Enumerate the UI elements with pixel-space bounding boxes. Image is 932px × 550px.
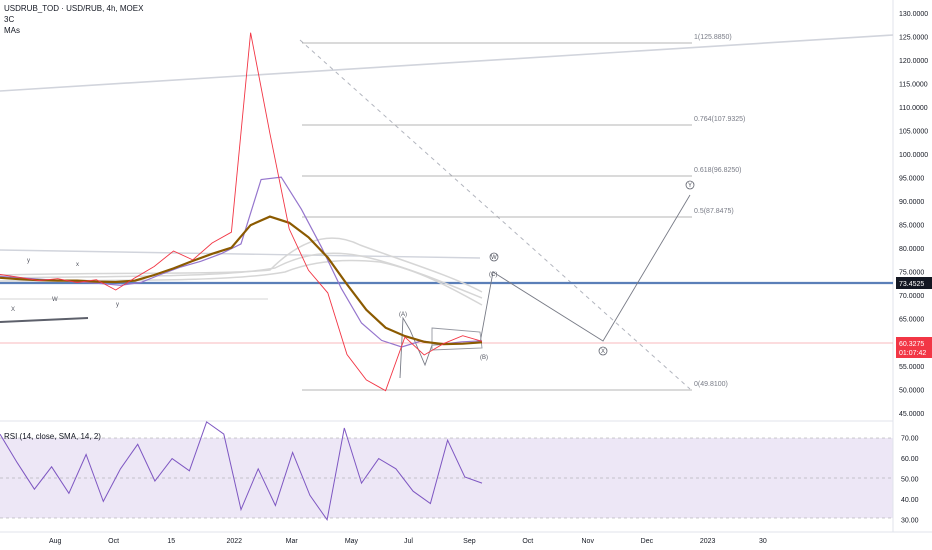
price-tick-label: 85.0000 <box>899 223 924 230</box>
price-tag-bg <box>896 337 932 358</box>
rsi-tick-label: 70.00 <box>901 436 919 443</box>
wave-label-y-left: y <box>27 258 30 264</box>
fib-label-0618: 0.618(96.8250) <box>694 167 741 174</box>
rsi-tick-label: 40.00 <box>901 497 919 504</box>
price-series <box>0 32 483 392</box>
price-tick-label: 95.0000 <box>899 176 924 183</box>
ma-brown-line <box>0 215 483 346</box>
time-tick-label: 2022 <box>227 538 243 545</box>
time-tick-label: Oct <box>108 538 119 545</box>
price-tick-label: 80.0000 <box>899 246 924 253</box>
time-tick-label: Jul <box>404 538 413 545</box>
rsi-tick-label: 30.00 <box>901 517 919 524</box>
time-tick-label: 30 <box>759 538 767 545</box>
wave-label-w: W <box>491 255 497 261</box>
price-tick-label: 90.0000 <box>899 199 924 206</box>
price-tick-label: 110.0000 <box>899 105 928 112</box>
price-tick-label: 105.0000 <box>899 129 928 136</box>
fib-label-0764: 0.764(107.9325) <box>694 116 745 123</box>
price-tick-label: 130.0000 <box>899 11 928 18</box>
dark-support-line <box>0 317 89 323</box>
price-tick-label: 70.0000 <box>899 293 924 300</box>
price-tick-label: 115.0000 <box>899 81 928 88</box>
wave-label-a: (A) <box>399 312 407 318</box>
price-tick-label: 120.0000 <box>899 58 928 65</box>
time-tick-label: 2023 <box>700 538 716 545</box>
wave-label-b: (B) <box>480 355 488 361</box>
price-axis[interactable]: 130.0000 125.0000 120.0000 115.0000 110.0000… <box>899 11 928 418</box>
ma-grey-line <box>0 237 483 293</box>
wave-marker-y <box>685 180 695 190</box>
fib-label-0: 0(49.8100) <box>694 381 728 388</box>
time-tick-label: Sep <box>463 538 476 545</box>
long-trendline <box>0 34 894 92</box>
countdown-tag: 01:07:42 <box>899 350 926 357</box>
time-axis[interactable]: Aug Oct 15 2022 Mar May Jul Sep Oct Nov Dec 2023 30 <box>49 538 767 545</box>
wave-label-y-mid: y <box>116 302 119 308</box>
wave-label-x: X <box>601 349 605 355</box>
time-tick-label: Nov <box>582 538 595 545</box>
fib-retracement: 1(125.8850) 0.764(107.9325) 0.618(96.825… <box>302 34 745 391</box>
price-tick-label: 45.0000 <box>899 411 924 418</box>
rsi-legend[interactable]: RSI (14, close, SMA, 14, 2) <box>4 432 101 441</box>
time-tick-label: Dec <box>641 538 654 545</box>
price-tick-label: 55.0000 <box>899 364 924 371</box>
wave-label-x-left: X <box>11 307 15 313</box>
wave-marker-w <box>489 252 499 262</box>
price-tick-label: 100.0000 <box>899 152 928 159</box>
time-tick-label: Oct <box>522 538 533 545</box>
level-tag: 73.4525 <box>899 281 924 288</box>
time-tick-label: 15 <box>167 538 175 545</box>
indicator-label-3c[interactable]: 3C <box>4 15 15 24</box>
fib-label-05: 0.5(87.8475) <box>694 208 734 215</box>
last-price-tag: 60.3275 <box>899 341 924 348</box>
wave-label-x-top: x <box>76 262 79 268</box>
price-tick-label: 125.0000 <box>899 34 928 41</box>
price-tick-label: 75.0000 <box>899 270 924 277</box>
wave-label-y: Y <box>688 183 692 189</box>
indicator-label-mas[interactable]: MAs <box>4 26 20 35</box>
chart-title: USDRUB_TOD · USD/RUB, 4h, MOEX <box>4 4 144 13</box>
rsi-tick-label: 60.00 <box>901 456 919 463</box>
time-tick-label: Mar <box>286 538 299 545</box>
wave-label-w-left: W <box>52 297 58 303</box>
grey-support-line <box>0 249 481 259</box>
wave-labels: (A) (B) (C) W X Y X y W y x <box>11 180 695 361</box>
wave-label-c: (C) <box>489 272 497 278</box>
level-tag-bg <box>896 277 932 289</box>
time-tick-label: Aug <box>49 538 62 545</box>
time-tick-label: May <box>345 538 359 545</box>
price-tick-label: 65.0000 <box>899 317 924 324</box>
rsi-tick-label: 50.00 <box>901 477 919 484</box>
fib-label-1: 1(125.8850) <box>694 34 732 41</box>
rsi-axis[interactable]: 70.00 60.00 50.00 40.00 30.00 <box>901 436 919 525</box>
wave-marker-x <box>598 346 608 356</box>
rsi-series <box>0 421 483 522</box>
price-pane <box>0 0 893 420</box>
price-tick-label: 50.0000 <box>899 387 924 394</box>
